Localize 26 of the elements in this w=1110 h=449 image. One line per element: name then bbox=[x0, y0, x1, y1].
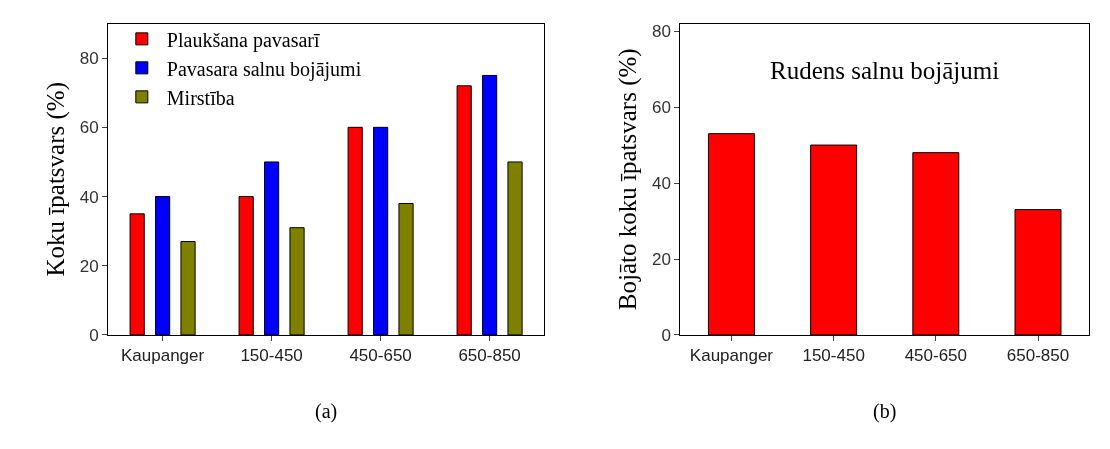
y-tick-label: 80 bbox=[79, 49, 99, 69]
x-tick-label: 650-850 bbox=[1006, 346, 1070, 366]
y-tick-label: 40 bbox=[652, 173, 671, 193]
y-tick-label: 80 bbox=[652, 22, 671, 42]
x-tick-label: Kaupanger bbox=[689, 346, 774, 366]
y-tick-label: 60 bbox=[79, 118, 99, 138]
y-tick-label: 0 bbox=[661, 325, 671, 345]
text: (a) bbox=[315, 400, 338, 423]
text: (b) bbox=[873, 400, 897, 423]
y-tick-label: 0 bbox=[89, 325, 99, 345]
text: Rudens salnu bojājumi bbox=[770, 57, 1000, 84]
x-tick-label: 450-650 bbox=[904, 346, 968, 366]
x-tick-label: Kaupanger bbox=[121, 346, 205, 366]
y-axis-title: Koku īpatsvars (%) bbox=[41, 82, 70, 277]
x-tick-label: 150-450 bbox=[802, 346, 865, 366]
y-axis-title: Bojāto koku īpatsvars (%) bbox=[613, 48, 642, 311]
legend-label: Pavasara salnu bojājumi bbox=[166, 57, 362, 81]
legend-label: Mirstība bbox=[166, 86, 235, 109]
legend-label: Plaukšana pavasarī bbox=[166, 28, 320, 52]
y-tick-label: 60 bbox=[652, 98, 671, 118]
y-tick-label: 20 bbox=[652, 249, 671, 269]
x-tick-label: 650-850 bbox=[458, 346, 521, 366]
y-tick-label: 20 bbox=[79, 256, 99, 276]
x-tick-label: 450-650 bbox=[349, 346, 412, 366]
x-tick-label: 150-450 bbox=[240, 346, 303, 366]
y-tick-label: 40 bbox=[79, 187, 99, 207]
